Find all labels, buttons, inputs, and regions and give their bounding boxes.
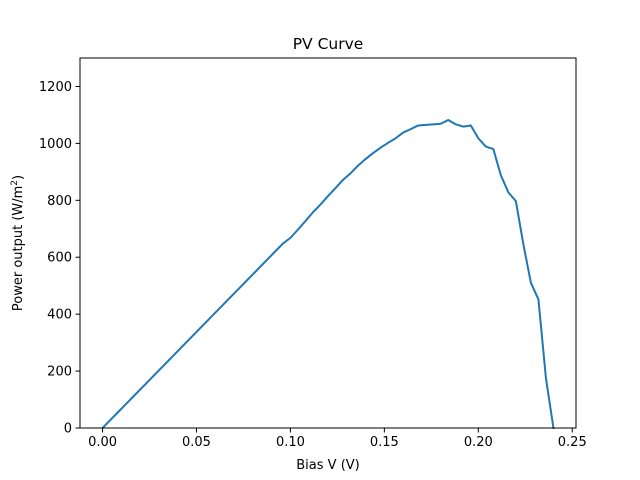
chart-title: PV Curve — [293, 35, 364, 53]
x-axis: 0.00 0.05 0.10 0.15 0.20 0.25 — [88, 428, 587, 450]
y-tick-label: 0 — [64, 422, 72, 437]
x-tick-label: 0.05 — [182, 435, 211, 450]
y-tick-label: 1200 — [39, 80, 72, 95]
y-axis: 0 200 400 600 800 1000 1200 — [39, 80, 80, 437]
x-tick-label: 0.20 — [464, 435, 493, 450]
y-tick-label: 800 — [47, 194, 72, 209]
y-axis-label: Power output (W/m2) — [10, 175, 26, 311]
series-line-0 — [101, 119, 555, 430]
y-axis-label-text: Power output (W/m — [11, 186, 26, 311]
x-axis-label: Bias V (V) — [296, 458, 359, 473]
x-tick-label: 0.25 — [558, 435, 587, 450]
x-tick-label: 0.15 — [370, 435, 399, 450]
y-axis-label-superscript: 2 — [10, 180, 20, 186]
plot-area — [101, 119, 555, 430]
y-tick-label: 400 — [47, 308, 72, 323]
x-tick-label: 0.00 — [88, 435, 117, 450]
y-tick-label: 1000 — [39, 137, 72, 152]
y-tick-label: 200 — [47, 365, 72, 380]
y-axis-label-suffix: ) — [11, 175, 26, 180]
y-tick-label: 600 — [47, 251, 72, 266]
x-tick-label: 0.10 — [276, 435, 305, 450]
plot-frame — [79, 57, 577, 429]
